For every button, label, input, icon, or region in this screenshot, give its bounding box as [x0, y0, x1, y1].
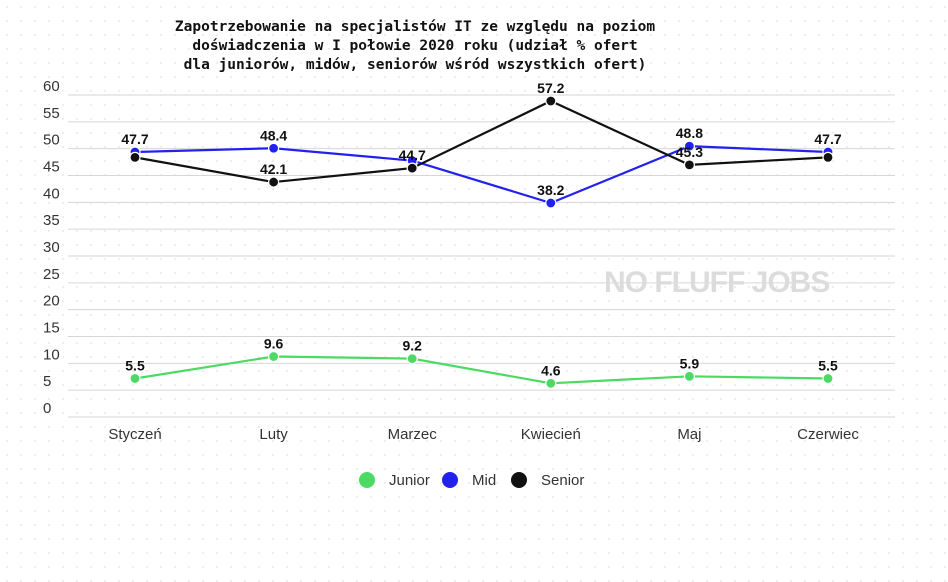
data-label-mid: 47.7: [121, 131, 148, 147]
data-point-senior: [406, 162, 418, 174]
x-tick-label: Maj: [677, 426, 701, 443]
series-line-mid: [134, 144, 829, 205]
data-point-junior: [545, 377, 557, 389]
data-point-mid: [683, 140, 696, 152]
series-line-senior: [134, 99, 829, 184]
data-label-mid: 48.4: [260, 127, 287, 143]
data-label-senior: 44.7: [399, 147, 426, 163]
y-tick-label: 55: [43, 105, 60, 122]
grid-lines: [68, 94, 895, 418]
data-point-mid: [268, 142, 280, 154]
data-label-junior: 4.6: [541, 362, 561, 378]
data-point-junior: [683, 370, 696, 382]
data-point-junior: [129, 372, 141, 385]
watermark-logo: NO FLUFF JOBS: [604, 266, 829, 299]
legend-label-junior: Junior: [389, 472, 430, 489]
x-tick-label: Czerwiec: [797, 426, 859, 443]
y-tick-label: 45: [43, 159, 60, 176]
data-label-senior: 42.1: [260, 161, 287, 177]
legend-marker-mid: [442, 472, 458, 488]
y-tick-label: 40: [43, 185, 60, 202]
data-point-senior: [545, 95, 557, 107]
data-point-mid: [545, 197, 557, 209]
data-label-junior: 9.6: [264, 335, 284, 351]
x-tick-label: Marzec: [388, 426, 438, 443]
y-tick-label: 0: [43, 400, 51, 417]
legend-label-senior: Senior: [541, 472, 584, 489]
data-label-mid: 47.7: [814, 131, 841, 147]
data-label-mid: 48.8: [676, 125, 703, 141]
data-label-junior: 9.2: [402, 338, 422, 354]
y-tick-label: 35: [43, 212, 60, 229]
y-tick-label: 50: [43, 132, 60, 149]
data-label-junior: 5.9: [680, 355, 700, 371]
y-tick-label: 25: [43, 266, 60, 283]
y-tick-label: 20: [43, 293, 60, 310]
legend-marker-senior: [511, 472, 527, 488]
series-line-junior: [134, 355, 829, 385]
data-point-senior: [683, 159, 696, 171]
y-tick-label: 15: [43, 320, 60, 337]
legend-label-mid: Mid: [472, 472, 496, 489]
data-label-junior: 5.5: [818, 357, 838, 373]
chart-title: Zapotrzebowanie na specjalistów IT ze wz…: [174, 19, 656, 73]
data-label-senior: 45.3: [676, 144, 703, 160]
y-tick-label: 30: [43, 239, 60, 256]
y-axis: 0 5 10 15 20 25 30 35 40 45 50 55 60: [43, 78, 60, 417]
data-label-mid: 38.2: [537, 182, 564, 198]
data-label-junior: 5.5: [125, 357, 145, 373]
y-tick-label: 10: [43, 346, 60, 363]
data-point-senior: [822, 151, 834, 163]
data-labels: 5.5 9.6 9.2 4.6 5.9 5.5 47.7 48.4 38.2 48.8 47.7 42…: [121, 80, 841, 378]
data-point-junior: [268, 350, 280, 363]
x-axis: Styczeń Luty Marzec Kwiecień Maj Czerwiec: [108, 426, 859, 443]
y-tick-label: 60: [43, 78, 60, 95]
data-point-junior: [406, 353, 418, 365]
x-tick-label: Styczeń: [108, 426, 161, 443]
data-point-senior: [129, 151, 141, 163]
legend-marker-junior: [359, 472, 375, 488]
x-tick-label: Kwiecień: [521, 426, 581, 443]
data-point-junior: [822, 372, 834, 385]
x-tick-label: Luty: [259, 426, 288, 443]
legend: Junior Mid Senior: [359, 472, 584, 489]
data-point-senior: [268, 176, 280, 188]
series-group: [129, 95, 834, 389]
y-tick-label: 5: [43, 373, 51, 390]
data-label-senior: 57.2: [537, 80, 564, 96]
